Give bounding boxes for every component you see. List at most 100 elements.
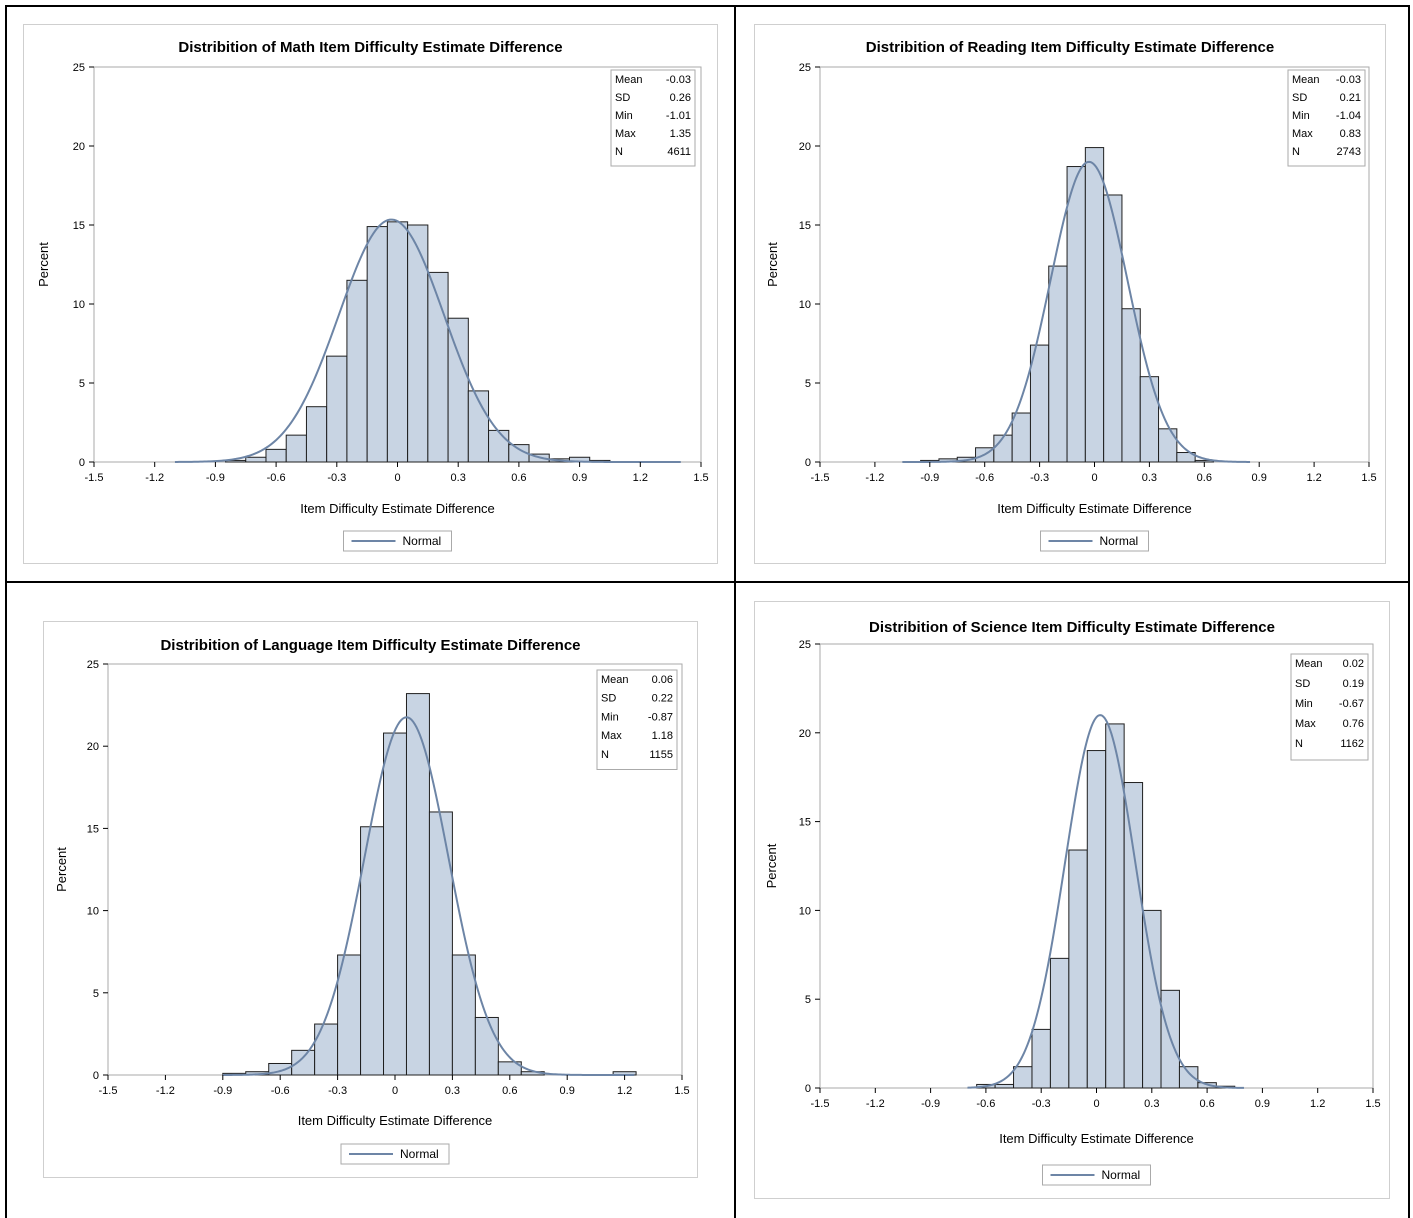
math-stat-label: N xyxy=(615,146,623,158)
math-legend-label: Normal xyxy=(403,534,442,548)
language-normal-curve xyxy=(222,716,635,1076)
language-histogram-bar xyxy=(428,811,453,1076)
language-histogram-bar xyxy=(383,732,407,1076)
grid-border-top xyxy=(5,5,1410,7)
math-x-tick-label: -0.9 xyxy=(206,472,225,484)
reading-y-tick-label: 0 xyxy=(805,457,811,469)
reading-histogram-bar xyxy=(1121,308,1141,463)
reading-x-tick-label: -0.6 xyxy=(975,472,994,484)
math-stat-value: 0.26 xyxy=(670,92,691,104)
math-x-tick-label: -0.3 xyxy=(327,472,346,484)
language-stat-value: 0.06 xyxy=(652,674,673,686)
language-stat-label: Max xyxy=(601,730,622,742)
science-chart-panel: Distribition of Science Item Difficulty … xyxy=(754,601,1390,1199)
reading-stat-value: 2743 xyxy=(1337,146,1361,158)
math-x-tick-label: 0 xyxy=(394,472,400,484)
reading-stat-value: 0.21 xyxy=(1340,92,1361,104)
reading-histogram-bar xyxy=(1103,194,1123,463)
language-x-tick-label: -0.6 xyxy=(271,1085,290,1097)
reading-stats-box xyxy=(1287,69,1366,167)
reading-histogram-bar xyxy=(1066,166,1086,463)
language-x-tick-label: -0.9 xyxy=(213,1085,232,1097)
science-x-tick-label: 1.5 xyxy=(1365,1098,1380,1110)
math-y-tick-label: 0 xyxy=(79,457,85,469)
science-histogram-bar xyxy=(1013,1066,1033,1089)
science-x-tick-label: -1.2 xyxy=(866,1098,885,1110)
reading-chart-panel: Distribition of Reading Item Difficulty … xyxy=(754,24,1386,564)
science-x-tick-label: -0.6 xyxy=(976,1098,995,1110)
science-y-tick-label: 25 xyxy=(799,639,811,651)
reading-histogram-bar xyxy=(1139,376,1160,463)
science-histogram-bar xyxy=(994,1083,1015,1089)
science-x-tick-label: -0.3 xyxy=(1032,1098,1051,1110)
math-y-tick-label: 10 xyxy=(73,299,85,311)
reading-x-tick-label: 0.9 xyxy=(1252,472,1267,484)
science-legend-label: Normal xyxy=(1102,1168,1141,1182)
science-histogram-bar xyxy=(1123,782,1144,1089)
science-stat-label: SD xyxy=(1295,678,1310,690)
language-histogram-bar xyxy=(451,954,476,1076)
math-x-tick-label: 0.3 xyxy=(451,472,466,484)
science-histogram-bar xyxy=(1142,909,1162,1089)
reading-stat-label: Max xyxy=(1292,128,1313,140)
science-y-tick-label: 20 xyxy=(799,728,811,740)
grid-border-right xyxy=(1408,5,1410,1218)
reading-histogram-chart: Distribition of Reading Item Difficulty … xyxy=(765,39,1377,552)
math-stat-label: SD xyxy=(615,92,630,104)
language-chart-title: Distribition of Language Item Difficulty… xyxy=(160,637,580,654)
math-x-tick-label: 0.9 xyxy=(572,472,587,484)
language-histogram-chart: Distribition of Language Item Difficulty… xyxy=(54,637,690,1165)
language-chart-panel: Distribition of Language Item Difficulty… xyxy=(43,621,698,1178)
science-stat-label: Max xyxy=(1295,718,1316,730)
language-x-axis-label: Item Difficulty Estimate Difference xyxy=(298,1113,493,1128)
math-y-axis-label: Percent xyxy=(36,242,51,287)
science-x-axis-label: Item Difficulty Estimate Difference xyxy=(999,1131,1194,1146)
language-stat-value: 0.22 xyxy=(652,693,673,705)
reading-normal-curve xyxy=(902,160,1251,463)
language-histogram-bar xyxy=(474,1016,499,1076)
math-chart-panel: Distribition of Math Item Difficulty Est… xyxy=(23,24,718,564)
reading-stat-value: 0.83 xyxy=(1340,128,1361,140)
science-histogram-bar xyxy=(1086,750,1107,1089)
language-y-tick-label: 15 xyxy=(87,823,99,835)
reading-histogram-bar xyxy=(1084,147,1105,463)
reading-y-tick-label: 20 xyxy=(799,141,811,153)
science-histogram-bar xyxy=(1049,957,1070,1089)
math-x-tick-label: -1.2 xyxy=(145,472,164,484)
language-stat-label: SD xyxy=(601,693,616,705)
math-x-tick-label: -0.6 xyxy=(267,472,286,484)
grid-divider-horizontal xyxy=(5,581,1410,583)
math-histogram-bar xyxy=(346,279,368,463)
math-x-tick-label: 0.6 xyxy=(511,472,526,484)
language-histogram-bar xyxy=(337,954,362,1076)
math-histogram-bar xyxy=(326,355,348,463)
reading-legend-box xyxy=(1040,530,1149,552)
language-x-tick-label: 1.5 xyxy=(674,1085,689,1097)
math-x-tick-label: 1.5 xyxy=(693,472,708,484)
math-stat-label: Min xyxy=(615,110,633,122)
reading-histogram-bar xyxy=(1176,452,1196,463)
reading-legend-label: Normal xyxy=(1100,534,1139,548)
science-stat-value: 0.19 xyxy=(1343,678,1364,690)
language-y-tick-label: 20 xyxy=(87,741,99,753)
science-stat-value: 0.76 xyxy=(1343,718,1364,730)
science-x-tick-label: 1.2 xyxy=(1310,1098,1325,1110)
reading-x-tick-label: -1.5 xyxy=(811,472,830,484)
language-x-tick-label: 0.6 xyxy=(502,1085,517,1097)
language-stat-value: -0.87 xyxy=(648,711,673,723)
math-normal-curve xyxy=(174,218,681,463)
reading-chart-title: Distribition of Reading Item Difficulty … xyxy=(866,39,1274,56)
language-y-axis-label: Percent xyxy=(54,847,69,892)
math-stat-value: -0.03 xyxy=(666,74,691,86)
reading-x-axis-label: Item Difficulty Estimate Difference xyxy=(997,501,1192,516)
language-stats-box xyxy=(596,669,678,770)
language-stat-value: 1155 xyxy=(649,749,673,761)
math-stat-label: Mean xyxy=(615,74,643,86)
science-histogram-bar xyxy=(1068,849,1088,1089)
language-y-tick-label: 5 xyxy=(93,988,99,1000)
reading-x-tick-label: -0.9 xyxy=(920,472,939,484)
reading-y-axis-label: Percent xyxy=(765,242,780,287)
math-histogram-bar xyxy=(386,221,409,463)
math-histogram-bar xyxy=(447,317,469,463)
